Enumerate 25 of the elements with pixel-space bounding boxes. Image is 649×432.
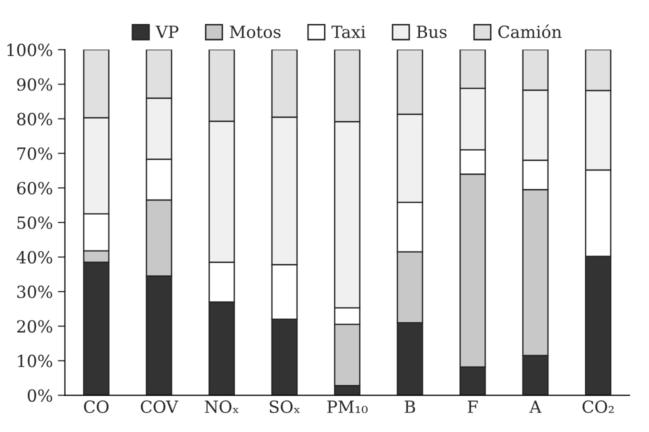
y-tick-label: 30% <box>17 286 52 298</box>
y-tick-label: 40% <box>16 251 52 264</box>
legend-label: Motos <box>230 26 281 38</box>
legend-label: Bus <box>416 26 447 38</box>
legend-label: VP <box>156 26 178 38</box>
y-tick-label: 60% <box>17 182 52 194</box>
x-tick-label: SOₓ <box>270 400 300 414</box>
y-tick-label: 50% <box>17 216 52 230</box>
x-tick-label: PM₁₀ <box>327 400 368 413</box>
y-tick-label: 90% <box>17 78 52 91</box>
x-tick-label: COV <box>140 400 178 414</box>
y-tick-label: 0% <box>28 389 52 402</box>
legend-label: Taxi <box>332 26 366 38</box>
x-tick-label: F <box>468 400 478 413</box>
x-tick-label: B <box>404 400 416 413</box>
legend-label: Camión <box>498 24 562 38</box>
y-tick-label: 100% <box>7 44 52 56</box>
x-tick-label: CO <box>84 400 109 414</box>
y-tick-label: 70% <box>17 147 52 160</box>
x-tick-label: A <box>529 400 542 413</box>
x-tick-label: NOₓ <box>204 400 239 414</box>
y-tick-label: 10% <box>18 354 52 368</box>
y-tick-label: 80% <box>17 112 52 126</box>
x-tick-label: CO₂ <box>582 400 614 414</box>
y-tick-label: 20% <box>17 320 52 333</box>
